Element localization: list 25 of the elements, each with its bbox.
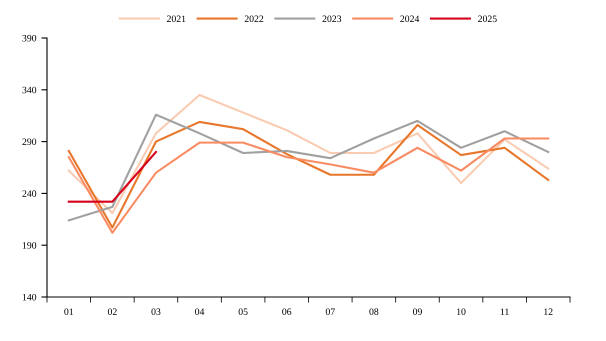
y-tick-label: 390 xyxy=(22,34,36,42)
y-tick-label: 190 xyxy=(22,242,36,249)
y-tick-label: 240 xyxy=(22,190,36,197)
x-tick-label: 10 xyxy=(457,308,466,315)
x-tick-label: 01 xyxy=(64,308,74,315)
legend-label: 2022 xyxy=(244,16,264,22)
x-tick-label: 02 xyxy=(108,308,117,315)
legend-label: 2025 xyxy=(478,16,497,22)
x-tick-label: 04 xyxy=(195,308,204,315)
y-tick-label: 140 xyxy=(22,294,36,300)
legend-label: 2021 xyxy=(166,16,186,22)
x-tick-label: 11 xyxy=(500,308,509,315)
x-tick-label: 08 xyxy=(369,308,378,315)
x-tick-label: 05 xyxy=(238,308,248,315)
x-tick-label: 07 xyxy=(326,308,335,315)
y-tick-label: 290 xyxy=(22,138,36,146)
x-tick-label: 03 xyxy=(151,308,160,315)
x-tick-label: 12 xyxy=(544,308,553,315)
x-tick-label: 09 xyxy=(412,308,422,315)
y-tick-label: 340 xyxy=(22,86,36,94)
x-tick-label: 06 xyxy=(282,308,292,315)
legend-label: 2024 xyxy=(400,16,420,22)
legend-label: 2023 xyxy=(322,16,342,22)
line-series xyxy=(68,94,550,214)
line-series xyxy=(68,137,550,234)
